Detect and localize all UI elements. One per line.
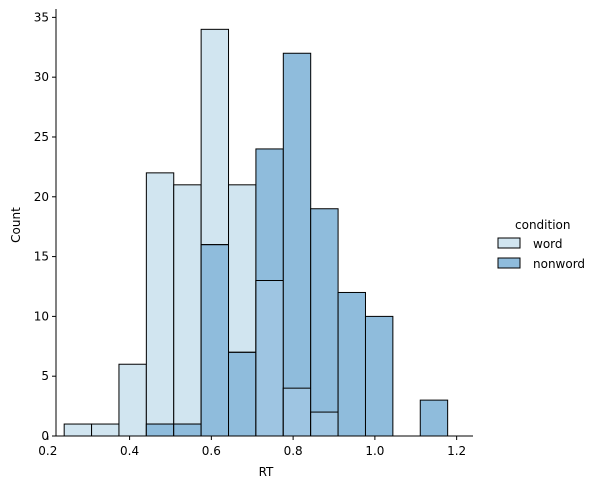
bar-nonword-3: [145, 423, 175, 437]
x-tick-label-1: 0.4: [120, 444, 139, 458]
y-tick-label-4: 20: [34, 190, 49, 204]
bar-word-1: [91, 423, 120, 437]
y-tick-label-6: 30: [34, 70, 49, 84]
bar-nonword-9: [310, 208, 339, 437]
bar-word-3: [145, 172, 175, 437]
legend: condition word nonword: [497, 218, 585, 271]
bar-word-2: [118, 363, 147, 437]
x-tick-label-0: 0.2: [38, 444, 57, 458]
bar-nonword-10: [337, 291, 366, 437]
bar-nonword-6: [228, 351, 257, 437]
bar-overlap-9: [310, 411, 339, 437]
x-tick-label-5: 1.2: [447, 444, 466, 458]
legend-label-nonword: nonword: [533, 257, 585, 271]
bar-nonword-11: [364, 315, 394, 437]
legend-label-word: word: [533, 237, 563, 251]
bar-nonword-8: [282, 52, 312, 437]
legend-title: condition: [515, 218, 570, 232]
y-tick-label-7: 35: [34, 10, 49, 24]
legend-swatch-word: [497, 237, 521, 249]
bar-nonword-13: [419, 399, 449, 437]
y-tick-label-0: 0: [41, 429, 49, 443]
legend-swatch-nonword: [497, 257, 521, 269]
bar-overlap-7: [255, 280, 284, 437]
bars-layer: [63, 28, 449, 437]
bar-word-0: [63, 423, 93, 437]
bar-nonword-5: [200, 244, 230, 437]
axes-layer: 0 5 10 15 20 25 30 35 0.2 0.4 0.6 0.8 1.0 1.2: [34, 9, 473, 458]
bar-nonword-4: [173, 423, 202, 437]
y-tick-label-1: 5: [41, 369, 49, 383]
x-tick-label-4: 1.0: [365, 444, 384, 458]
y-tick-label-3: 15: [34, 250, 49, 264]
bar-overlap-8: [282, 387, 312, 437]
y-tick-label-5: 25: [34, 130, 49, 144]
y-axis-label: Count: [9, 207, 23, 243]
x-tick-label-3: 0.8: [284, 444, 303, 458]
x-tick-label-2: 0.6: [202, 444, 221, 458]
y-tick-label-2: 10: [34, 309, 49, 323]
x-axis-label: RT: [259, 465, 274, 479]
bar-word-4: [173, 184, 202, 437]
